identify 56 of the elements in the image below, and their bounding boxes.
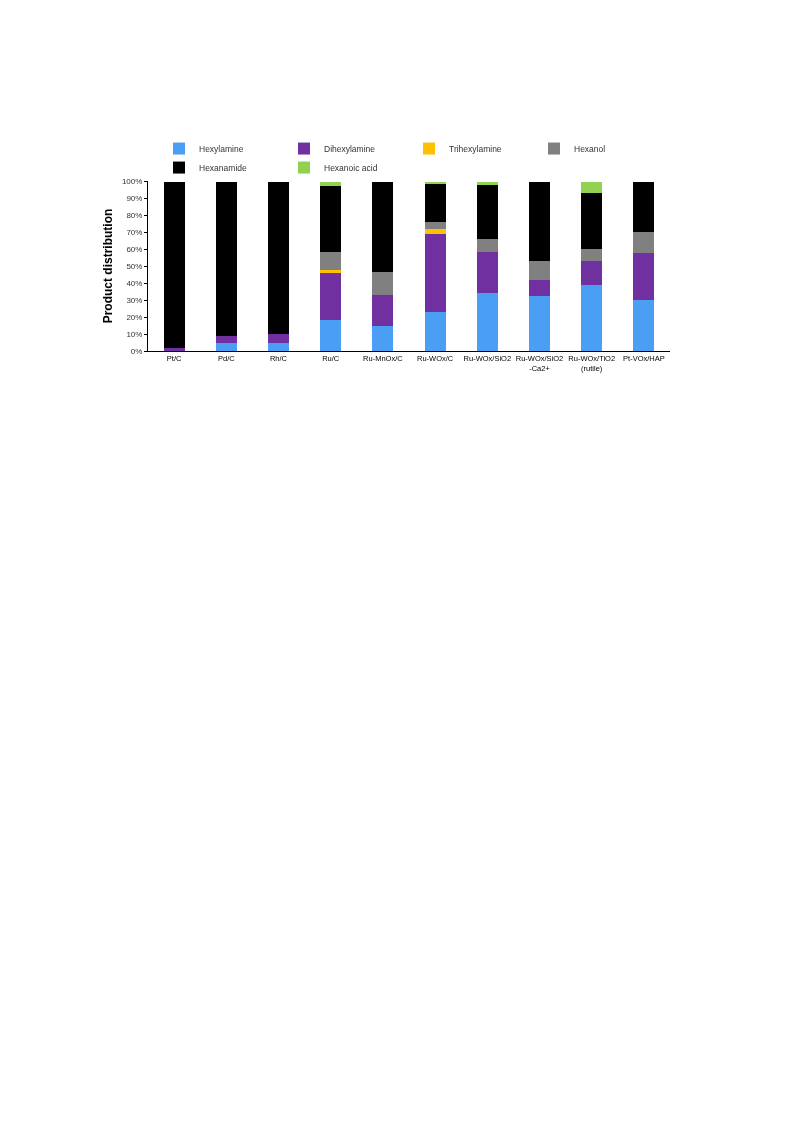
bar [163, 348, 185, 351]
bar [215, 335, 237, 343]
bar [424, 221, 446, 230]
bar [424, 312, 446, 351]
legend-label: Trihexylamine [449, 143, 502, 154]
bar [372, 294, 394, 327]
bar [163, 181, 185, 349]
bar [633, 232, 655, 254]
bar [476, 184, 498, 239]
y-tick-label: 0% [130, 346, 143, 356]
bar [320, 319, 342, 351]
bar [320, 273, 342, 320]
y-tick-label: 30% [126, 295, 143, 305]
y-tick-label: 80% [126, 210, 143, 220]
y-axis-title: Product distribution [101, 208, 116, 324]
bar [268, 334, 289, 344]
legend-label: Hexanol [574, 143, 606, 154]
y-tick-label: 70% [126, 227, 143, 237]
bar [320, 251, 342, 270]
legend-label: Hexanamide [199, 162, 247, 173]
y-tick-label: 90% [126, 193, 143, 203]
bar [320, 186, 342, 252]
bar [633, 300, 655, 351]
bar [424, 229, 446, 235]
bar [372, 271, 394, 295]
bar [581, 249, 603, 261]
bar [633, 181, 655, 233]
bar [424, 184, 446, 222]
bar [581, 285, 603, 351]
bar [529, 181, 550, 261]
bar [581, 192, 603, 250]
y-tick-label: 100% [121, 176, 143, 186]
legend-label: Dihexylamine [324, 143, 376, 154]
y-tick-label: 20% [126, 312, 143, 322]
y-tick-label: 60% [126, 244, 143, 254]
legend-label: Hexanoic acid [324, 162, 378, 173]
legend-label: Hexylamine [199, 143, 244, 154]
bar [529, 260, 550, 280]
y-tick-label: 40% [126, 278, 143, 288]
bar [268, 343, 289, 351]
y-tick-label: 10% [126, 329, 143, 339]
bar [215, 181, 237, 336]
bar [215, 342, 237, 351]
bar [372, 181, 394, 272]
bar [424, 234, 446, 313]
bar [476, 238, 498, 252]
bar [529, 279, 550, 296]
y-tick-label: 50% [126, 261, 143, 271]
bar [476, 251, 498, 294]
bar [372, 326, 394, 351]
bar [581, 260, 603, 286]
bar [268, 181, 289, 334]
bar [581, 181, 603, 193]
bar [476, 293, 498, 351]
bar [633, 253, 655, 301]
bar [529, 295, 550, 351]
